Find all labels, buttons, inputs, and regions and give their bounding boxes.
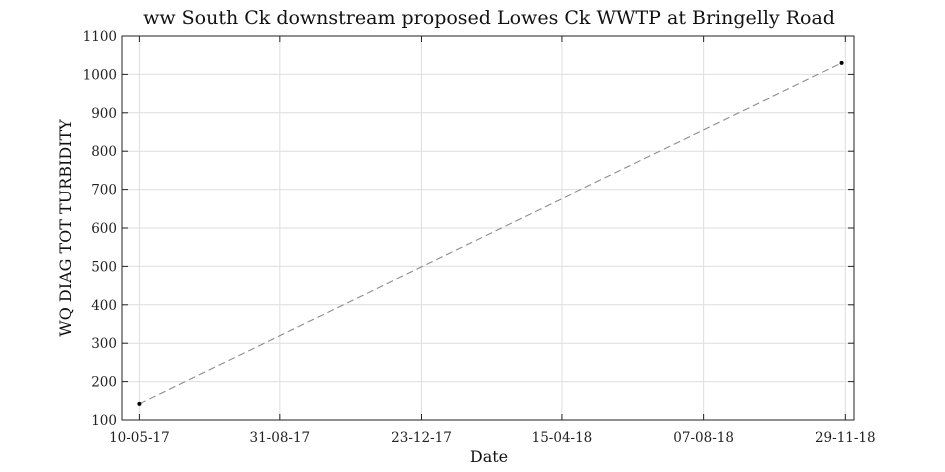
x-tick-label: 07-08-18 bbox=[673, 430, 734, 446]
data-point bbox=[137, 401, 142, 406]
y-tick-label: 900 bbox=[91, 106, 117, 122]
chart-title: ww South Ck downstream proposed Lowes Ck… bbox=[143, 7, 835, 29]
x-tick-label: 15-04-18 bbox=[532, 430, 593, 446]
series-layer bbox=[137, 60, 844, 406]
y-tick-label: 400 bbox=[91, 298, 117, 314]
y-tick-label: 200 bbox=[91, 375, 117, 391]
y-tick-label: 1100 bbox=[83, 29, 117, 45]
y-tick-label: 500 bbox=[91, 259, 117, 275]
x-tick-label: 10-05-17 bbox=[109, 430, 170, 446]
series-line bbox=[139, 62, 842, 405]
y-tick-label: 600 bbox=[91, 221, 117, 237]
axis-ticks: 100 200 300 400 500 600 700 800 900 1000 1100 10-05… bbox=[83, 29, 876, 446]
y-tick-label: 100 bbox=[91, 413, 117, 429]
x-tick-label: 31-08-17 bbox=[249, 430, 310, 446]
grid bbox=[122, 35, 854, 421]
y-tick-label: 700 bbox=[91, 183, 117, 199]
x-tick-label: 29-11-18 bbox=[815, 430, 876, 446]
y-axis-label: WQ DIAG TOT TURBIDITY bbox=[56, 119, 75, 337]
x-axis-label: Date bbox=[470, 447, 508, 466]
data-point bbox=[839, 60, 844, 65]
y-tick-label: 800 bbox=[91, 144, 117, 160]
y-tick-label: 300 bbox=[91, 336, 117, 352]
x-tick-label: 23-12-17 bbox=[391, 430, 452, 446]
y-tick-label: 1000 bbox=[83, 67, 117, 83]
